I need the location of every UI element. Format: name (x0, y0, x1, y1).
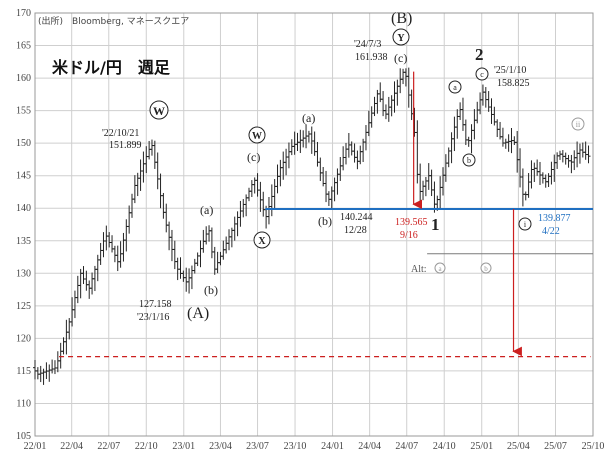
x-tick-label: 25/10 (582, 441, 604, 452)
x-tick-label: 24/04 (358, 441, 381, 452)
c-circle-icon (475, 67, 489, 81)
y-tick-label: 150 (16, 138, 31, 149)
wave-c-2023-label: (c) (247, 150, 260, 164)
y-circle-icon (392, 28, 410, 46)
i-circle-icon (518, 217, 532, 231)
i-label: i (524, 220, 527, 229)
b-circle-icon (462, 153, 476, 167)
x-tick-label: 23/10 (284, 441, 307, 452)
gridlines (34, 12, 594, 437)
w-2022-circle-icon (149, 100, 169, 120)
alt-b-label: b (484, 265, 488, 273)
x-axis: 22/01 22/04 22/07 22/10 23/01 23/04 23/07 23/10… (24, 441, 604, 452)
x-tick-label: 24/07 (395, 441, 418, 452)
y-tick-label: 165 (16, 41, 31, 52)
low-2023-date: '23/1/16 (137, 312, 169, 323)
low-2024-value: 139.565 (395, 217, 428, 228)
low-2025-date: 4/22 (542, 226, 560, 237)
wave-1-label: 1 (431, 215, 440, 234)
peak-2022-date: '22/10/21 (102, 128, 139, 139)
wave-a-2023-label: (a) (200, 203, 213, 217)
y-tick-label: 140 (16, 203, 31, 214)
wave-a-label: (A) (187, 305, 209, 322)
b-label: b (467, 156, 471, 165)
x-tick-label: 25/04 (507, 441, 530, 452)
alt-a-circle-icon (434, 262, 446, 274)
y-tick-label: 130 (16, 268, 31, 279)
w-2023-label: W (252, 131, 262, 142)
y-tick-label: 155 (16, 106, 31, 117)
x-label: X (258, 236, 266, 247)
a-label: a (453, 83, 457, 92)
x-tick-label: 24/01 (321, 441, 344, 452)
x-tick-label: 25/07 (544, 441, 567, 452)
x-tick-label: 22/01 (24, 441, 47, 452)
y-tick-label: 145 (16, 171, 31, 182)
x-tick-label: 23/07 (246, 441, 269, 452)
peak-2025-value: 158.825 (497, 78, 530, 89)
peak-2025-date: '25/1/10 (494, 65, 526, 76)
y-tick-label: 110 (16, 398, 31, 409)
x-circle-icon (253, 231, 271, 249)
source-note: (出所) Bloomberg, マネースクエア (38, 15, 189, 27)
w-2023-circle-icon (248, 126, 266, 144)
peak-2024-value: 161.938 (355, 52, 388, 63)
y-tick-label: 120 (16, 333, 31, 344)
y-tick-label: 115 (16, 366, 31, 377)
wave-b-2023-label: (b) (204, 283, 218, 297)
price-bars (33, 67, 591, 385)
y-label: Y (397, 33, 405, 44)
chart-title: 米ドル/円 週足 (52, 58, 171, 77)
alt-a-label: a (438, 265, 442, 273)
y-tick-label: 135 (16, 236, 31, 247)
y-tick-label: 105 (16, 431, 31, 442)
ii-circle-icon (571, 117, 585, 131)
wave-2-label: 2 (475, 45, 484, 64)
x-tick-label: 23/01 (172, 441, 195, 452)
low-2023b-value: 140.244 (340, 212, 373, 223)
alt-b-circle-icon (480, 262, 492, 274)
x-tick-label: 22/10 (135, 441, 158, 452)
x-tick-label: 23/04 (209, 441, 232, 452)
y-axis: 105 110 115 120 125 130 135 140 145 150 155 160 165 1… (16, 8, 31, 442)
low-2024-date: 9/16 (400, 230, 418, 241)
level-lines (59, 71, 593, 358)
c-label: c (480, 70, 484, 79)
w-2022-label: W (153, 104, 165, 118)
plot-border (34, 12, 594, 437)
wave-a-late2023-label: (a) (302, 111, 315, 125)
x-tick-label: 22/04 (60, 441, 83, 452)
low-2023-value: 127.158 (139, 299, 172, 310)
y-tick-label: 170 (16, 8, 31, 19)
peak-2022-value: 151.899 (109, 140, 142, 151)
x-tick-label: 22/07 (97, 441, 120, 452)
wave-b-label: (B) (391, 10, 412, 27)
x-tick-label: 24/10 (433, 441, 456, 452)
y-tick-label: 160 (16, 73, 31, 84)
y-tick-label: 125 (16, 301, 31, 312)
ii-label: ii (576, 120, 581, 129)
wave-c-2024-label: (c) (394, 51, 407, 65)
low-2023b-date: 12/28 (344, 225, 367, 236)
alt-label: Alt: (411, 264, 427, 275)
low-2025-value: 139.877 (538, 213, 571, 224)
peak-2024-date: '24/7/3 (354, 39, 381, 50)
a-circle-icon (448, 80, 462, 94)
x-tick-label: 25/01 (470, 441, 493, 452)
wave-b-late2023-label: (b) (318, 214, 332, 228)
